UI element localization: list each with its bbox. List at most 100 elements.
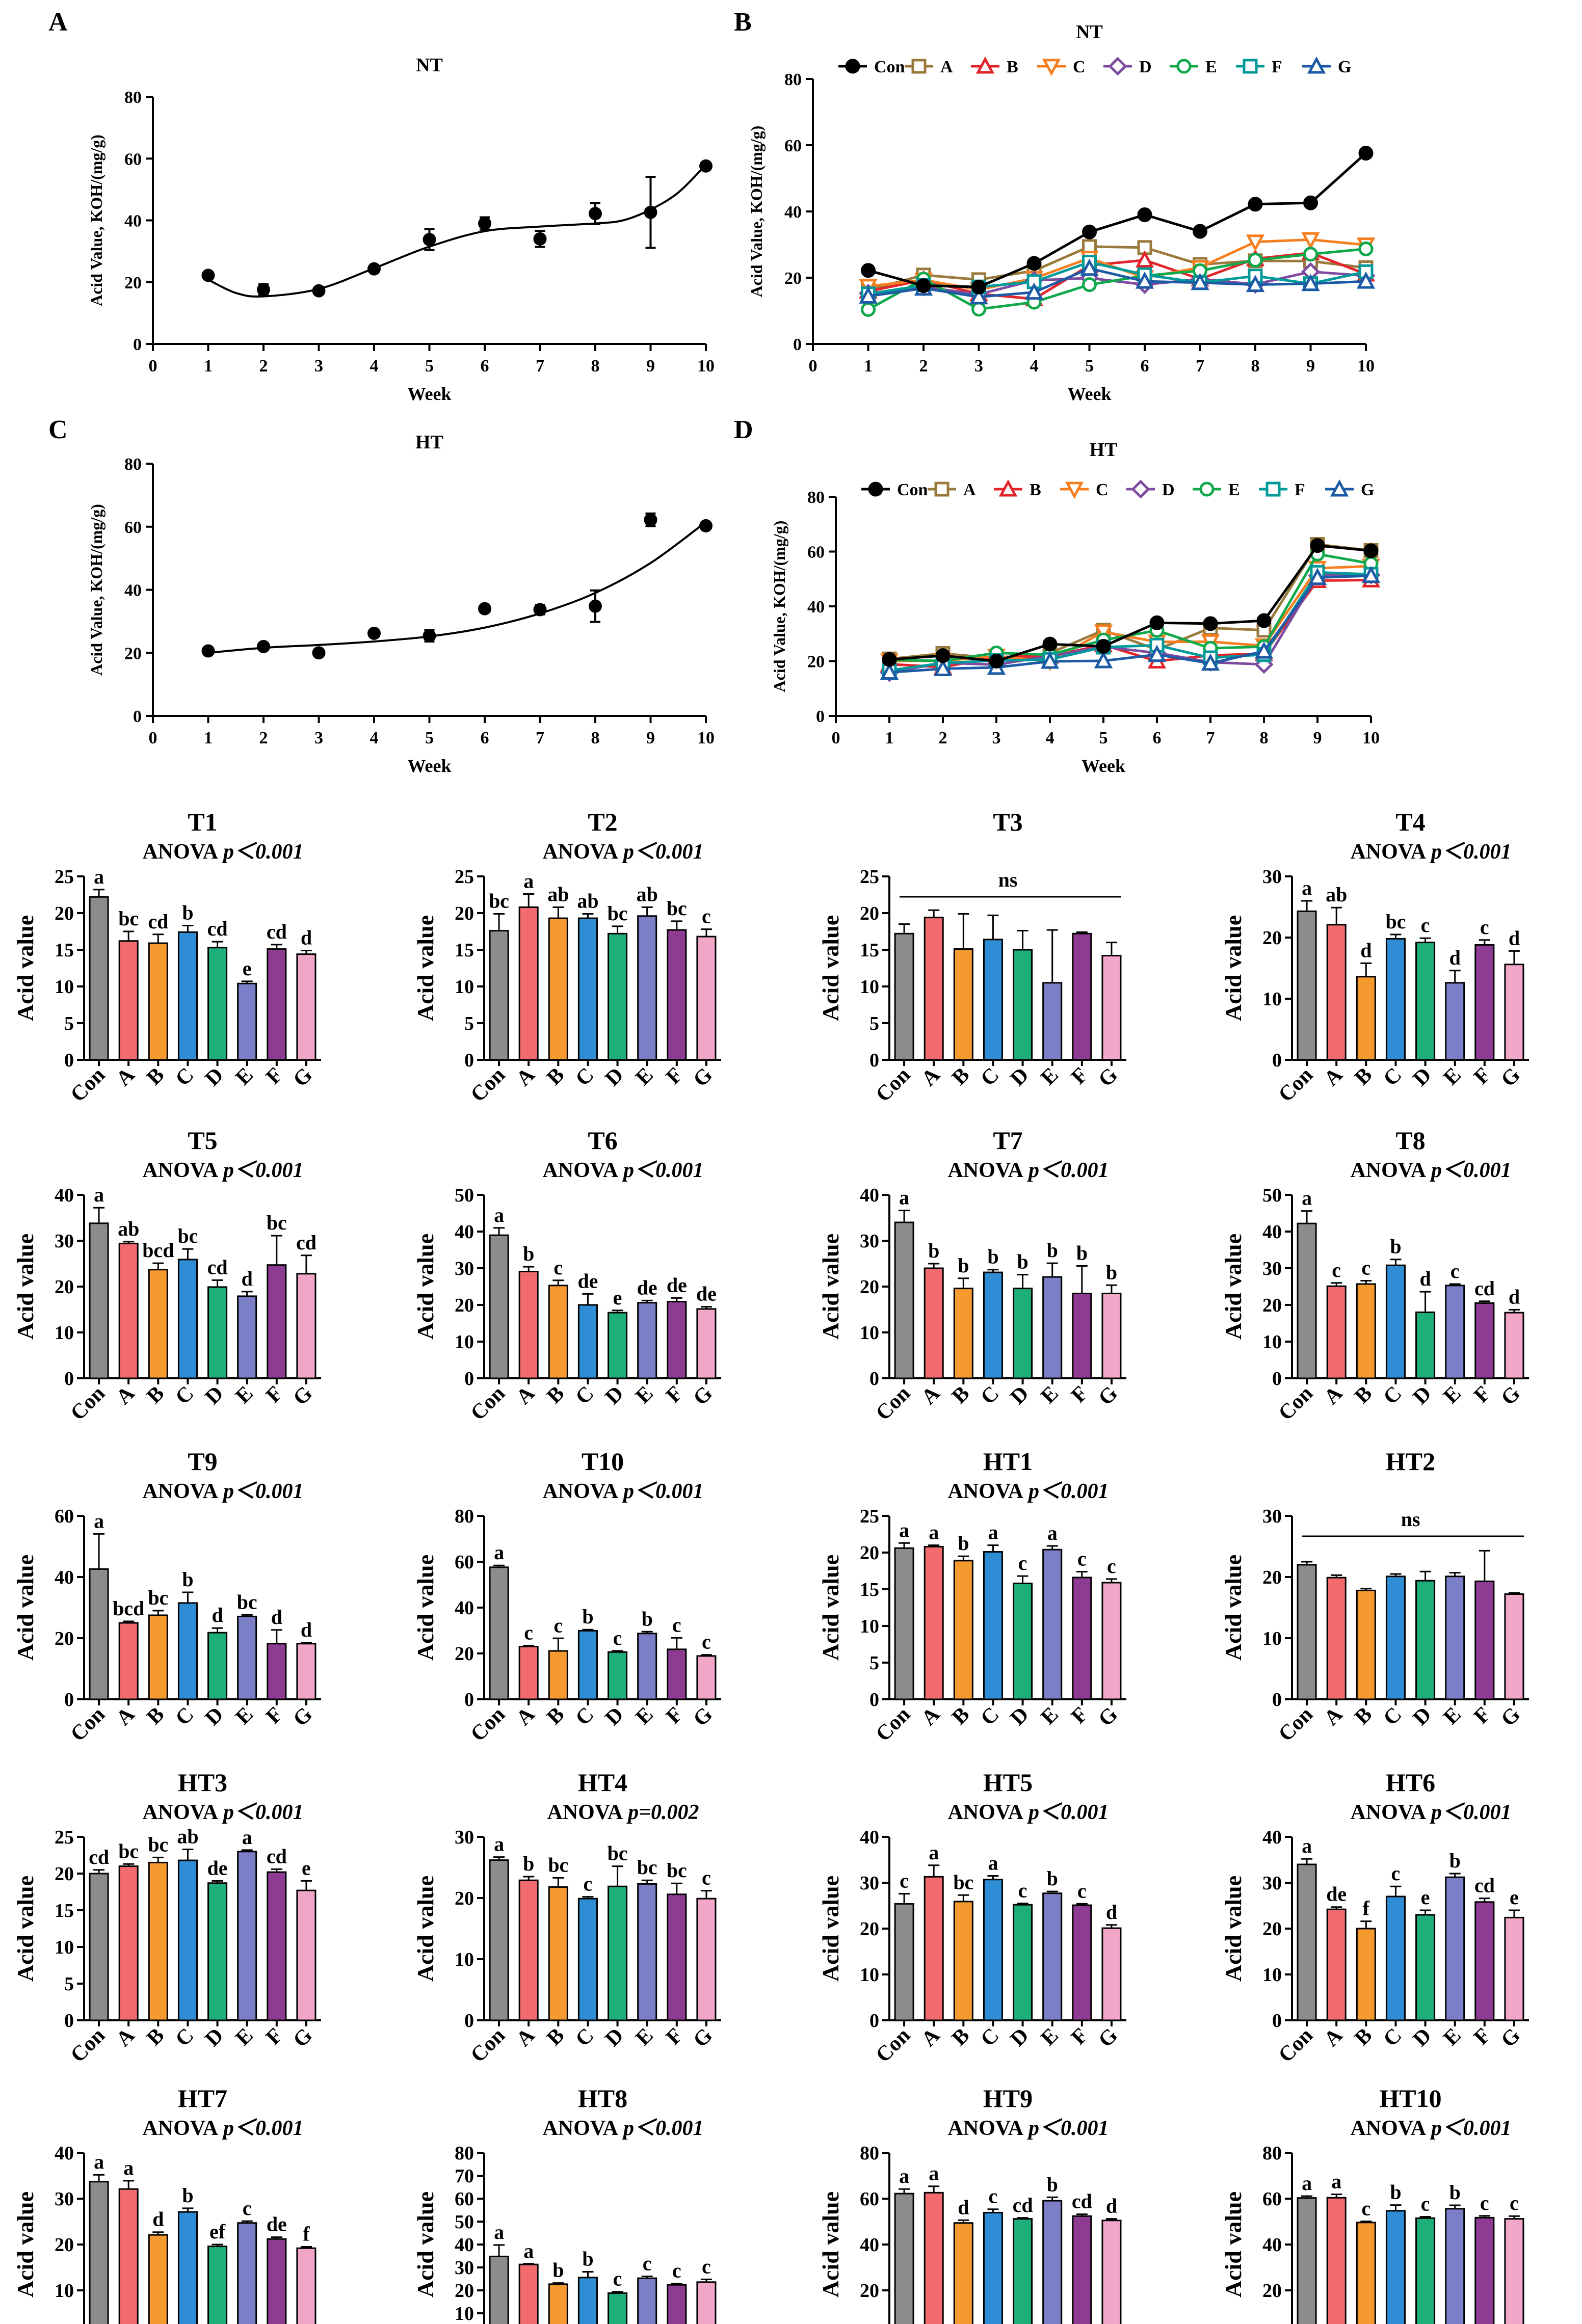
significance-letter: ab — [118, 1217, 139, 1240]
y-axis-label: Acid value — [1220, 1234, 1246, 1340]
bar-D — [1415, 2217, 1436, 2324]
significance-letter: c — [553, 1614, 563, 1637]
anova-pvalue: p＜0.001 — [1430, 1159, 1512, 1182]
chart-title: T10 — [582, 1447, 624, 1476]
data-point — [201, 269, 215, 282]
series-point-Con — [1096, 638, 1111, 654]
x-tick-label: G — [1496, 2024, 1525, 2052]
anova-text: ANOVA — [947, 1480, 1023, 1503]
bar-D — [1415, 942, 1436, 1061]
bar-B — [148, 1861, 168, 2021]
bar-E — [1042, 1892, 1063, 2021]
significance-letter: cd — [267, 1845, 287, 1867]
bar-A — [924, 1267, 944, 1379]
significance-letter: de — [207, 1856, 228, 1879]
y-tick-label: 30 — [455, 1827, 474, 1848]
y-axis-label: Acid Value, KOH/(mg/g) — [770, 521, 788, 692]
bar-B — [1356, 1928, 1376, 2021]
significance-letter: b — [1076, 1242, 1088, 1265]
y-tick-label: 10 — [1262, 989, 1282, 1010]
bar-Con — [894, 932, 914, 1061]
y-tick-label: 20 — [860, 1542, 879, 1564]
bar-D — [1013, 1904, 1033, 2021]
series-point-E — [971, 302, 986, 317]
x-tick-label: A — [112, 1063, 139, 1090]
bar-E — [637, 1883, 657, 2021]
y-tick-label: 60 — [784, 137, 802, 155]
panel-letter-D: D — [734, 415, 753, 444]
y-tick-label: 0 — [869, 1689, 879, 1711]
y-axis-label: Acid value — [412, 915, 438, 1021]
anova-text: ANOVA — [547, 1801, 623, 1824]
bar-G — [1101, 1582, 1122, 1700]
y-tick-label: 0 — [133, 707, 142, 726]
y-tick-label: 0 — [869, 1050, 879, 1071]
significance-letter: c — [1421, 2193, 1430, 2215]
significance-letter: de — [637, 1276, 657, 1299]
y-tick-label: 40 — [1262, 2234, 1282, 2256]
significance-letter: b — [182, 2184, 193, 2207]
x-tick-label: G — [1094, 2024, 1122, 2052]
y-tick-label: 40 — [860, 2234, 879, 2256]
anova-label: ANOVA p＜0.001 — [142, 1801, 303, 1824]
panel-letter-C: C — [48, 415, 68, 444]
significance-letter: a — [1302, 1834, 1312, 1857]
x-tick-label: 1 — [204, 729, 213, 747]
significance-letter: b — [1390, 2181, 1401, 2204]
significance-letter: c — [1077, 1879, 1087, 1902]
chart-title: T9 — [188, 1447, 217, 1476]
x-tick-label: 2 — [939, 729, 947, 747]
x-axis-label: Week — [1068, 384, 1112, 404]
x-tick-label: B — [542, 1063, 569, 1090]
bar-G — [696, 1655, 717, 1700]
series-point-Con — [1358, 146, 1374, 161]
bar-A — [1326, 1577, 1347, 1700]
significance-letter: ef — [209, 2220, 226, 2243]
bar-E — [637, 2277, 657, 2324]
legend-label-E: E — [1205, 58, 1217, 76]
x-tick-label: A — [112, 1381, 139, 1409]
y-axis-label: Acid value — [818, 1234, 843, 1340]
chart-title: NT — [416, 55, 443, 76]
x-tick-label: F — [1067, 1703, 1093, 1729]
bar-Con — [894, 1547, 914, 1700]
x-tick-label: D — [601, 2024, 628, 2051]
significance-letter: a — [988, 1521, 998, 1544]
series-line-Con — [889, 544, 1372, 663]
x-tick-label: A — [1320, 2023, 1347, 2051]
bar-D — [1013, 949, 1033, 1061]
anova-text: ANOVA — [1350, 1159, 1426, 1182]
x-tick-label: B — [1350, 1063, 1377, 1090]
bar-C — [577, 1630, 598, 1700]
y-tick-label: 0 — [1272, 1050, 1282, 1071]
x-tick-label: D — [601, 1382, 628, 1409]
series-point-G — [1191, 273, 1209, 290]
y-tick-label: 20 — [55, 1276, 74, 1298]
bar-D — [207, 2246, 228, 2324]
bar-Con — [894, 2193, 914, 2324]
bar-Con — [1297, 910, 1317, 1061]
legend-marker-A — [934, 482, 950, 497]
significance-letter: a — [929, 1841, 939, 1864]
y-tick-label: 0 — [464, 1368, 474, 1390]
legend-marker-E — [1199, 482, 1215, 497]
bar-G — [696, 936, 717, 1061]
bar-E — [637, 915, 657, 1061]
y-tick-label: 30 — [1262, 1506, 1282, 1527]
significance-letter: c — [1332, 1259, 1341, 1281]
legend-marker-C — [1065, 482, 1084, 499]
x-tick-label: B — [542, 1382, 569, 1408]
x-tick-label: G — [1094, 1063, 1122, 1092]
bar-E — [1445, 1285, 1465, 1379]
x-tick-label: C — [1379, 1063, 1407, 1091]
y-tick-label: 50 — [455, 2211, 474, 2233]
series-point-E — [1303, 247, 1318, 262]
bar-E — [237, 982, 257, 1061]
anova-text: ANOVA — [142, 1159, 218, 1182]
y-tick-label: 0 — [464, 1689, 474, 1711]
x-tick-label: 4 — [1030, 357, 1039, 376]
significance-letter: c — [1018, 1552, 1027, 1574]
